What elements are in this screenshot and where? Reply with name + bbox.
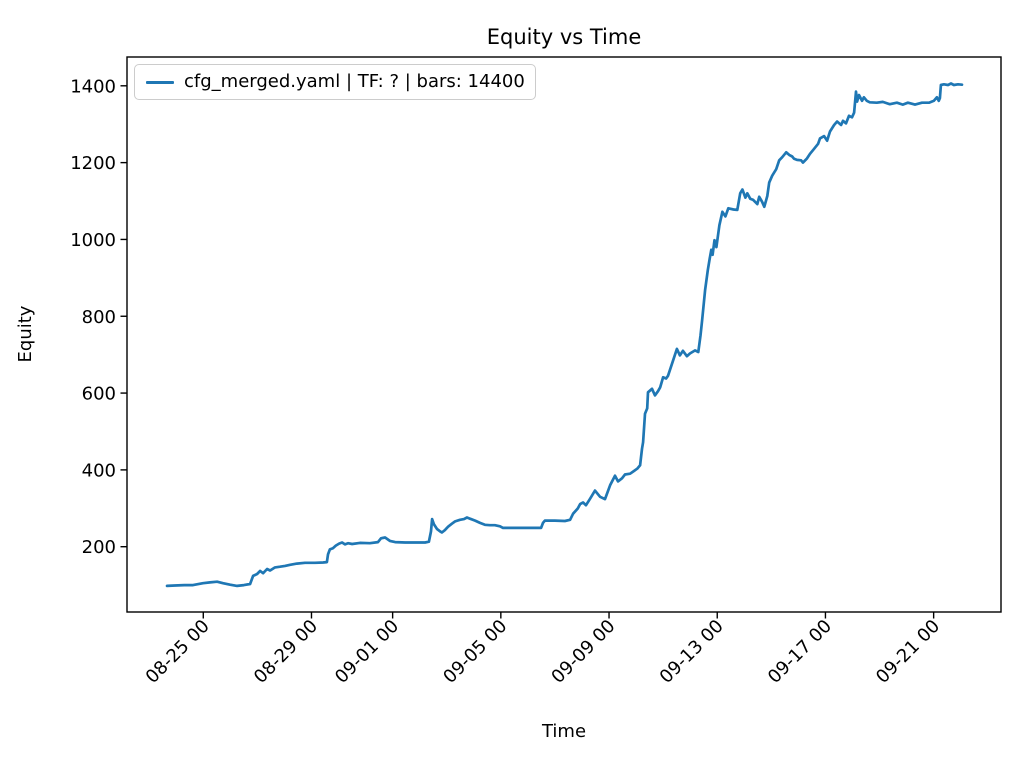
equity-line-group <box>165 82 964 588</box>
legend: cfg_merged.yaml | TF: ? | bars: 14400 <box>134 64 536 100</box>
x-tick-label: 08-25 00 <box>142 616 214 688</box>
y-tick-label: 1400 <box>70 76 116 97</box>
equity-line <box>165 82 964 588</box>
y-tick-label: 1200 <box>70 153 116 174</box>
y-axis-label: Equity <box>15 305 36 362</box>
y-tick-label: 1000 <box>70 230 116 251</box>
x-tick-label: 09-13 00 <box>656 616 728 688</box>
x-tick-label: 09-01 00 <box>331 616 403 688</box>
x-ticks: 08-25 00 08-29 00 09-01 00 09-05 00 09-09 00… <box>142 612 944 688</box>
y-ticks: 200 400 600 800 1000 1200 1400 <box>70 76 127 558</box>
x-tick-label: 09-05 00 <box>439 616 511 688</box>
legend-entry-label: cfg_merged.yaml | TF: ? | bars: 14400 <box>184 71 525 92</box>
y-tick-label: 200 <box>82 537 116 558</box>
legend-line-swatch-icon <box>146 80 174 84</box>
chart-title: Equity vs Time <box>487 25 642 49</box>
x-tick-label: 09-17 00 <box>764 616 836 688</box>
plot-frame <box>126 56 1002 613</box>
y-tick-label: 600 <box>82 384 116 405</box>
x-tick-label: 09-21 00 <box>872 616 944 688</box>
y-tick-label: 400 <box>82 460 116 481</box>
x-axis-label: Time <box>541 721 586 742</box>
y-tick-label: 800 <box>82 307 116 328</box>
x-tick-label: 08-29 00 <box>250 616 322 688</box>
x-tick-label: 09-09 00 <box>547 616 619 688</box>
